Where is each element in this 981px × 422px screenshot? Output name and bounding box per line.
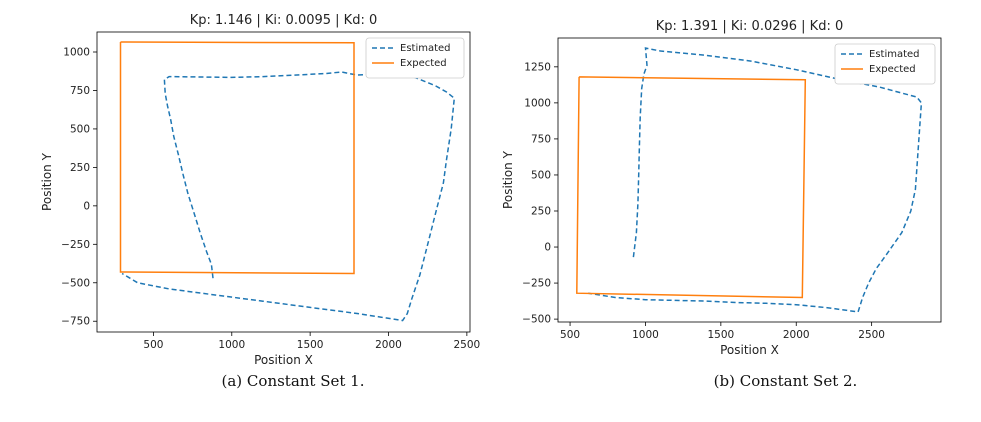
y-tick-label: 1000 bbox=[63, 47, 90, 59]
chart-title: Kp: 1.146 | Ki: 0.0095 | Kd: 0 bbox=[190, 13, 378, 28]
caption-b: (b) Constant Set 2. bbox=[713, 372, 858, 390]
y-tick-label: −500 bbox=[61, 277, 90, 289]
y-axis-label: Position Y bbox=[40, 152, 54, 211]
subplot-a: Kp: 1.146 | Ki: 0.0095 | Kd: 0 500 1000 150… bbox=[0, 0, 490, 417]
series-line-expected bbox=[119, 41, 355, 275]
y-tick-label: 250 bbox=[531, 205, 551, 217]
x-tick-label: 1000 bbox=[632, 329, 659, 341]
y-tick-label: 750 bbox=[531, 133, 551, 145]
x-tick-label: 500 bbox=[143, 339, 163, 351]
x-tick-label: 2000 bbox=[375, 339, 402, 351]
series-line-expected bbox=[576, 76, 807, 299]
y-tick-label: 1250 bbox=[524, 61, 551, 73]
legend-label: Estimated bbox=[869, 49, 920, 60]
y-tick-label: 500 bbox=[70, 123, 90, 135]
x-tick-label: 2500 bbox=[453, 339, 480, 351]
y-tick-label: −250 bbox=[522, 278, 551, 290]
x-axis-label: Position X bbox=[720, 343, 779, 357]
subplot-b: Kp: 1.391 | Ki: 0.0296 | Kd: 0 500 1000 150… bbox=[490, 0, 981, 417]
chart-b: Kp: 1.391 | Ki: 0.0296 | Kd: 0 500 1000 150… bbox=[501, 19, 942, 357]
x-tick-label: 1500 bbox=[707, 329, 734, 341]
y-tick-label: 250 bbox=[70, 162, 90, 174]
legend: Estimated Expected bbox=[365, 37, 465, 79]
chart-title: Kp: 1.391 | Ki: 0.0296 | Kd: 0 bbox=[656, 19, 844, 34]
x-tick-label: 2500 bbox=[858, 329, 885, 341]
y-tick-label: −250 bbox=[61, 239, 90, 251]
series-line-estimated bbox=[121, 71, 456, 322]
axes-frame bbox=[96, 31, 471, 333]
y-tick-label: −500 bbox=[522, 314, 551, 326]
y-tick-label: 750 bbox=[70, 85, 90, 97]
legend-label: Expected bbox=[400, 58, 447, 69]
x-tick-label: 2000 bbox=[783, 329, 810, 341]
y-axis-label: Position Y bbox=[501, 150, 515, 209]
legend-label: Estimated bbox=[400, 43, 451, 54]
legend: Estimated Expected bbox=[834, 43, 936, 85]
x-tick-label: 1500 bbox=[297, 339, 324, 351]
y-tick-label: 0 bbox=[544, 242, 551, 254]
y-tick-label: 500 bbox=[531, 169, 551, 181]
series-line-estimated bbox=[588, 47, 923, 313]
y-tick-label: −750 bbox=[61, 316, 90, 328]
legend-label: Expected bbox=[869, 64, 916, 75]
chart-a: Kp: 1.146 | Ki: 0.0095 | Kd: 0 500 1000 150… bbox=[40, 13, 480, 367]
caption-a: (a) Constant Set 1. bbox=[221, 372, 365, 390]
y-tick-label: 0 bbox=[83, 200, 90, 212]
x-tick-label: 1000 bbox=[218, 339, 245, 351]
axes-frame bbox=[557, 37, 942, 323]
x-tick-label: 500 bbox=[560, 329, 580, 341]
y-tick-label: 1000 bbox=[524, 97, 551, 109]
x-axis-label: Position X bbox=[254, 353, 313, 367]
